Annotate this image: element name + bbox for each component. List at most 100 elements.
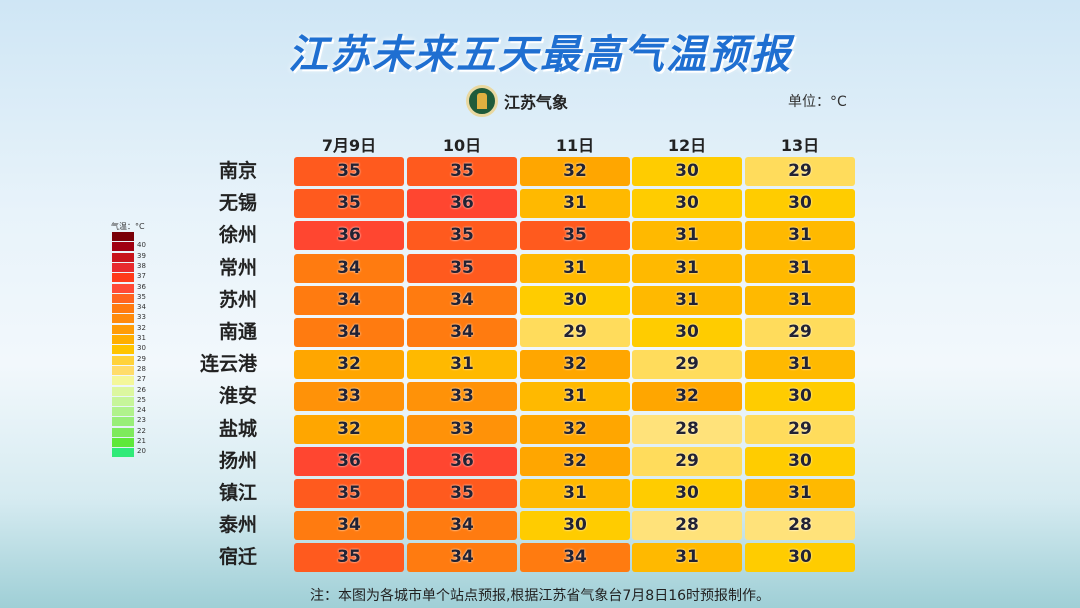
heatmap-cell: 28 — [745, 511, 855, 541]
legend-swatch — [112, 232, 134, 241]
logo: 江苏气象 — [466, 85, 568, 117]
heatmap-cell: 30 — [632, 189, 742, 219]
legend-tick-label: 21 — [137, 437, 146, 445]
legend-swatch — [112, 448, 134, 458]
legend-tick-label: 31 — [137, 334, 146, 342]
legend-tick-label: 39 — [137, 251, 146, 260]
heatmap-cell: 35 — [407, 157, 517, 186]
legend-swatch — [112, 335, 134, 344]
legend-swatch — [112, 273, 134, 283]
heatmap-cell: 34 — [520, 543, 630, 573]
column-header: 12日 — [667, 136, 707, 155]
logo-text: 江苏气象 — [504, 93, 569, 112]
heatmap-cell: 31 — [632, 543, 742, 573]
heatmap-cell: 30 — [745, 382, 855, 412]
footnote: 注：本图为各城市单个站点预报,根据江苏省气象台7月8日16时预报制作。 — [309, 588, 771, 604]
heatmap-cell: 29 — [520, 318, 630, 347]
heatmap-cell: 29 — [632, 350, 742, 380]
heatmap-cell: 35 — [407, 479, 517, 508]
legend-tick-label: 27 — [137, 375, 146, 384]
row-header-city: 常州 — [218, 256, 257, 279]
heatmap-cell: 34 — [294, 285, 404, 315]
legend-tick-label: 34 — [137, 303, 146, 312]
legend-tick-label: 36 — [137, 282, 146, 291]
legend-tick-label: 38 — [137, 261, 146, 270]
heatmap-cell: 31 — [632, 253, 742, 283]
heatmap-cell: 32 — [294, 350, 404, 380]
heatmap-cell: 35 — [407, 221, 517, 251]
legend-swatch — [112, 365, 134, 375]
heatmap-cell: 31 — [520, 479, 630, 508]
heatmap-cell: 31 — [745, 221, 855, 251]
heatmap-cell: 29 — [745, 414, 855, 444]
legend-title: 气温：°C — [111, 222, 145, 231]
heatmap-cell: 30 — [632, 157, 742, 186]
heatmap-cell: 32 — [520, 157, 630, 186]
heatmap-cell: 28 — [632, 414, 742, 444]
legend-tick-label: 22 — [137, 426, 146, 435]
row-header-city: 宿迁 — [218, 546, 257, 569]
heatmap-cell: 32 — [520, 414, 630, 444]
heatmap-cell: 30 — [745, 189, 855, 219]
heatmap-cell: 34 — [407, 285, 517, 315]
heatmap-cell: 30 — [520, 511, 630, 541]
legend-swatch — [112, 324, 134, 334]
heatmap-cell: 30 — [632, 479, 742, 508]
heatmap-cell: 31 — [632, 221, 742, 251]
row-header-city: 徐州 — [218, 224, 257, 247]
legend-swatch — [112, 396, 134, 406]
heatmap-cell: 34 — [294, 511, 404, 541]
page-title: 江苏未来五天最高气温预报 — [288, 32, 792, 78]
heatmap-cell: 36 — [294, 446, 404, 476]
legend-swatch — [112, 438, 134, 447]
heatmap-cell: 33 — [294, 382, 404, 412]
heatmap-cell: 32 — [520, 350, 630, 380]
heatmap-cell: 30 — [632, 318, 742, 347]
legend-swatch — [112, 242, 134, 252]
legend-swatch — [112, 386, 134, 396]
column-header: 7月9日 — [321, 136, 377, 155]
heatmap-cell: 35 — [294, 479, 404, 508]
column-header: 13日 — [780, 136, 820, 155]
legend-swatch — [112, 345, 134, 355]
heatmap-cell: 34 — [294, 253, 404, 283]
heatmap-cell: 34 — [407, 318, 517, 347]
heatmap-cell: 36 — [407, 189, 517, 219]
row-header-city: 连云港 — [199, 353, 257, 376]
heatmap-cell: 32 — [520, 446, 630, 476]
row-header-city: 南京 — [218, 160, 257, 182]
legend-swatch — [112, 283, 134, 293]
legend-tick-label: 28 — [137, 364, 146, 373]
heatmap-cell: 34 — [294, 318, 404, 347]
legend-tick-label: 35 — [137, 292, 146, 301]
legend-tick-label: 30 — [137, 344, 146, 353]
heatmap-cell: 30 — [745, 446, 855, 476]
legend-swatch — [112, 252, 134, 262]
legend-swatch — [112, 262, 134, 272]
legend-tick-label: 25 — [137, 395, 146, 404]
row-header-city: 泰州 — [218, 514, 257, 537]
heatmap-cell: 29 — [745, 157, 855, 186]
heatmap-cell: 31 — [520, 189, 630, 219]
heatmap-cell: 35 — [520, 221, 630, 251]
legend-swatch — [112, 417, 134, 427]
column-header: 11日 — [555, 136, 595, 155]
legend-tick-label: 23 — [137, 416, 146, 425]
heatmap-cell: 28 — [632, 511, 742, 541]
heatmap-cell: 31 — [632, 285, 742, 315]
legend-tick-label: 32 — [137, 323, 146, 332]
row-header-city: 无锡 — [218, 192, 257, 215]
legend-swatch — [112, 304, 134, 314]
legend-tick-label: 26 — [137, 385, 146, 394]
legend-swatch — [112, 355, 134, 365]
heatmap-cell: 29 — [745, 318, 855, 347]
heatmap-cell: 35 — [294, 157, 404, 186]
row-header-city: 扬州 — [218, 449, 257, 472]
unit-label: 单位：°C — [788, 94, 847, 110]
row-header-city: 苏州 — [218, 288, 257, 311]
legend-swatch — [112, 427, 134, 437]
legend-tick-label: 37 — [137, 272, 146, 281]
heatmap-cell: 31 — [520, 253, 630, 283]
heatmap-cell: 31 — [745, 285, 855, 315]
legend-swatch — [112, 407, 134, 417]
